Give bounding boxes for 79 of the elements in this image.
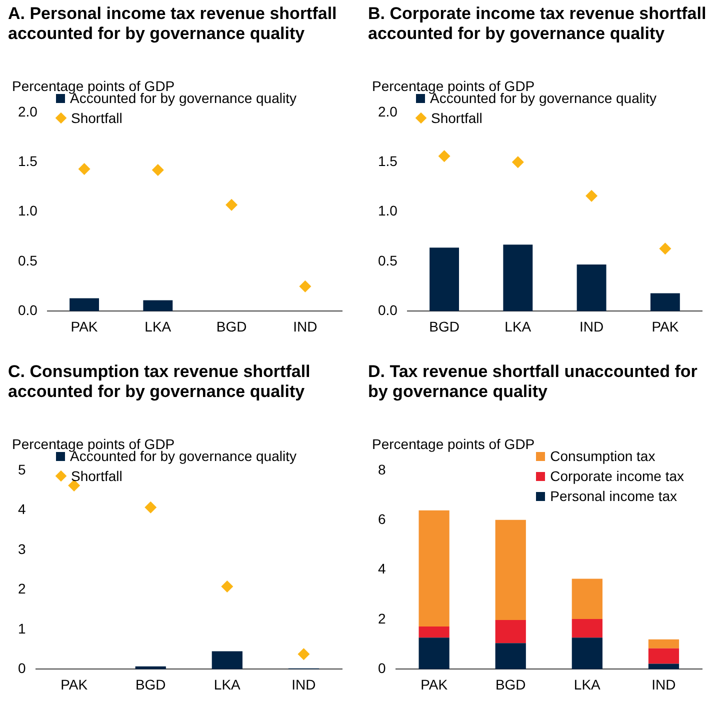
legend-label: Consumption tax (550, 447, 656, 466)
x-tick-label: LKA (214, 676, 242, 692)
y-tick-label: 5 (18, 461, 26, 478)
x-tick-label: PAK (70, 318, 98, 334)
point (221, 580, 234, 592)
point (586, 190, 598, 202)
point (78, 163, 90, 176)
y-tick-label: 4 (18, 501, 26, 518)
bar (495, 520, 526, 620)
x-tick-label: IND (292, 676, 316, 692)
bar (572, 578, 602, 620)
bar (648, 664, 680, 670)
chart-title: C. Consumption tax revenue shortfall accounted for by governance quality (8, 362, 312, 403)
y-tick-label: 3 (18, 540, 26, 557)
y-tick-label: 0.0 (18, 302, 38, 318)
point (298, 648, 310, 660)
point (512, 156, 524, 168)
bar (572, 638, 602, 670)
y-tick-label: 0 (18, 660, 26, 676)
point (144, 501, 157, 514)
legend-label: Corporate income tax (550, 467, 684, 486)
y-tick-label: 2.0 (18, 103, 38, 120)
bar (650, 293, 680, 312)
y-axis-title: Percentage points of GDP (372, 78, 536, 94)
y-axis-title: Percentage points of GDP (12, 78, 176, 94)
legend-label: Shortfall (71, 109, 122, 128)
x-tick-label: BGD (216, 318, 247, 334)
bar (648, 639, 680, 648)
y-tick-label: 2 (378, 610, 386, 626)
bar (495, 643, 526, 670)
y-tick-label: 1.0 (18, 202, 38, 219)
bar (495, 620, 526, 644)
y-axis-title: Percentage points of GDP (12, 436, 176, 452)
x-tick-label: IND (579, 318, 604, 334)
x-tick-label: PAK (652, 318, 680, 334)
point (299, 280, 312, 292)
bar (572, 619, 602, 638)
x-tick-label: BGD (495, 676, 526, 692)
bar (212, 651, 242, 670)
bar (576, 264, 606, 312)
chart-title: B. Corporate income tax revenue shortfall accounted for by governance quality (368, 4, 708, 45)
bar (503, 244, 533, 312)
legend-label: Shortfall (71, 467, 122, 486)
y-tick-label: 2.0 (378, 103, 398, 120)
bar (430, 248, 460, 312)
y-tick-label: 0.5 (378, 252, 398, 268)
y-tick-label: 6 (378, 510, 386, 527)
y-tick-label: 4 (378, 560, 386, 577)
x-tick-label: PAK (420, 676, 448, 692)
bar (418, 626, 450, 638)
legend-label: Shortfall (431, 109, 482, 128)
y-tick-label: 0 (378, 660, 386, 676)
bar (418, 510, 450, 626)
x-tick-label: PAK (60, 676, 88, 692)
y-tick-label: 1.0 (378, 202, 398, 219)
y-tick-label: 1.5 (378, 152, 398, 169)
legend-label: Personal income tax (550, 487, 677, 506)
point (226, 198, 238, 211)
y-tick-label: 8 (378, 461, 386, 478)
chart-title: D. Tax revenue shortfall unaccounted for by governance quality (368, 362, 698, 403)
y-tick-label: 0.5 (18, 252, 38, 268)
y-tick-label: 0.0 (378, 302, 398, 318)
x-tick-label: LKA (574, 676, 602, 692)
y-tick-label: 2 (18, 580, 26, 597)
point (438, 150, 450, 162)
x-tick-label: IND (293, 318, 318, 334)
y-tick-label: 1.5 (18, 152, 38, 169)
x-tick-label: LKA (504, 318, 532, 334)
x-tick-label: LKA (144, 318, 172, 334)
x-tick-label: BGD (135, 676, 166, 692)
x-tick-label: BGD (429, 318, 460, 334)
point (152, 164, 164, 176)
y-tick-label: 1 (18, 620, 26, 636)
bar (648, 648, 680, 664)
point (659, 242, 672, 255)
bar (418, 638, 450, 670)
chart-title: A. Personal income tax revenue shortfall accounted for by governance quality (8, 4, 338, 45)
x-tick-label: IND (652, 676, 676, 692)
y-axis-title: Percentage points of GDP (372, 436, 535, 452)
